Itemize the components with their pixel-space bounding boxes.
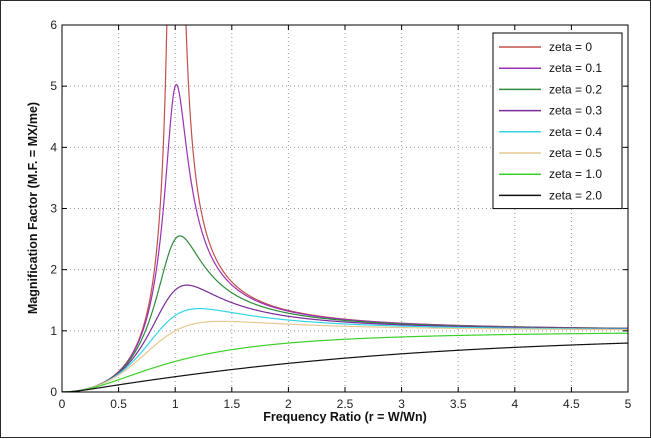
series-line-6 <box>62 332 628 392</box>
x-tick-label: 4 <box>511 397 518 411</box>
x-tick-label: 0.5 <box>110 397 127 411</box>
x-tick-label: 3 <box>398 397 405 411</box>
legend-label: zeta = 1.0 <box>549 167 602 181</box>
y-tick-label: 5 <box>50 79 57 93</box>
legend-label: zeta = 0.3 <box>549 104 602 118</box>
series-layer <box>62 25 628 392</box>
axis-ticks <box>61 24 629 393</box>
series-line-4 <box>62 307 628 392</box>
legend-label: zeta = 0.1 <box>549 61 602 75</box>
y-tick-label: 0 <box>50 385 57 399</box>
x-tick-label: 2.5 <box>337 397 354 411</box>
x-tick-labels: 0 0.5 1 1.5 2 2.5 3 3.5 4 4.5 5 <box>59 397 632 411</box>
series-line-7 <box>62 342 628 392</box>
y-tick-label: 3 <box>50 202 57 216</box>
legend-label: zeta = 2.0 <box>549 188 602 202</box>
x-axis-title: Frequency Ratio (r = W/Wn) <box>263 410 427 424</box>
y-tick-label: 6 <box>50 18 57 32</box>
legend-label: zeta = 0.2 <box>549 82 602 96</box>
y-axis-title: Magnification Factor (M.F. = MX/me) <box>26 102 40 314</box>
x-tick-label: 3.5 <box>450 397 467 411</box>
legend-label: zeta = 0 <box>549 40 592 54</box>
legend-label: zeta = 0.4 <box>549 125 602 139</box>
x-tick-label: 2 <box>285 397 292 411</box>
y-tick-label: 1 <box>50 324 57 338</box>
y-tick-labels: 0 1 2 3 4 5 6 <box>50 18 57 399</box>
series-line-5 <box>62 320 628 392</box>
x-tick-label: 5 <box>625 397 632 411</box>
legend-box <box>492 32 623 210</box>
x-tick-label: 1 <box>172 397 179 411</box>
y-tick-label: 4 <box>50 140 57 154</box>
x-tick-label: 1.5 <box>223 397 240 411</box>
x-tick-label: 0 <box>59 397 66 411</box>
legend: zeta = 0 zeta = 0.1 zeta = 0.2 zeta = 0.3 ze… <box>492 32 623 210</box>
x-tick-label: 4.5 <box>563 397 580 411</box>
legend-label: zeta = 0.5 <box>549 146 602 160</box>
y-tick-label: 2 <box>50 263 57 277</box>
